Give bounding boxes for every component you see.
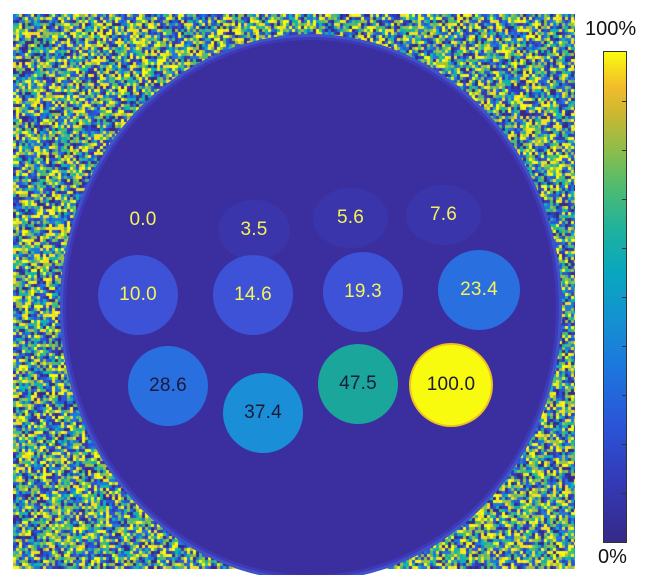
vial-5: 14.6 <box>213 255 293 335</box>
vial-label: 23.4 <box>460 279 498 300</box>
vial-11: 100.0 <box>411 345 491 425</box>
vial-label: 7.6 <box>429 204 457 225</box>
colorbar-tick <box>622 493 626 494</box>
colorbar-tick <box>622 395 626 396</box>
colorbar-min-label: 0% <box>598 546 627 568</box>
vial-label: 37.4 <box>244 402 282 423</box>
colorbar-tick <box>622 297 626 298</box>
colorbar-tick <box>622 199 626 200</box>
vial-4: 10.0 <box>98 255 178 335</box>
vial-10: 47.5 <box>318 344 398 424</box>
colorbar-max-label: 100% <box>585 18 637 40</box>
colorbar-tick <box>622 248 626 249</box>
vial-label: 28.6 <box>149 375 187 396</box>
phantom-disk: 0.0 3.5 5.6 7.6 10.0 14.6 19.3 23.4 28.6… <box>66 40 556 575</box>
vial-label: 47.5 <box>339 373 377 394</box>
vial-label: 0.0 <box>129 209 157 230</box>
colorbar-tick <box>622 150 626 151</box>
colorbar <box>603 51 627 543</box>
vial-8: 28.6 <box>128 346 208 426</box>
vial-9: 37.4 <box>223 373 303 453</box>
vial-label: 100.0 <box>426 374 476 395</box>
vial-1: 3.5 <box>218 200 290 260</box>
colorbar-tick <box>622 346 626 347</box>
vial-7: 23.4 <box>438 250 520 330</box>
vial-label: 10.0 <box>119 284 157 305</box>
vial-label: 5.6 <box>336 207 364 228</box>
vial-2: 5.6 <box>313 188 388 248</box>
vial-0: 0.0 <box>108 190 178 250</box>
vial-3: 7.6 <box>406 185 481 245</box>
colorbar-tick <box>622 101 626 102</box>
vial-label: 14.6 <box>234 284 272 305</box>
vial-label: 3.5 <box>240 219 268 240</box>
colorbar-tick <box>622 444 626 445</box>
parametric-map-image: 0.0 3.5 5.6 7.6 10.0 14.6 19.3 23.4 28.6… <box>13 14 575 575</box>
vial-6: 19.3 <box>323 252 403 332</box>
vial-label: 19.3 <box>344 281 382 302</box>
